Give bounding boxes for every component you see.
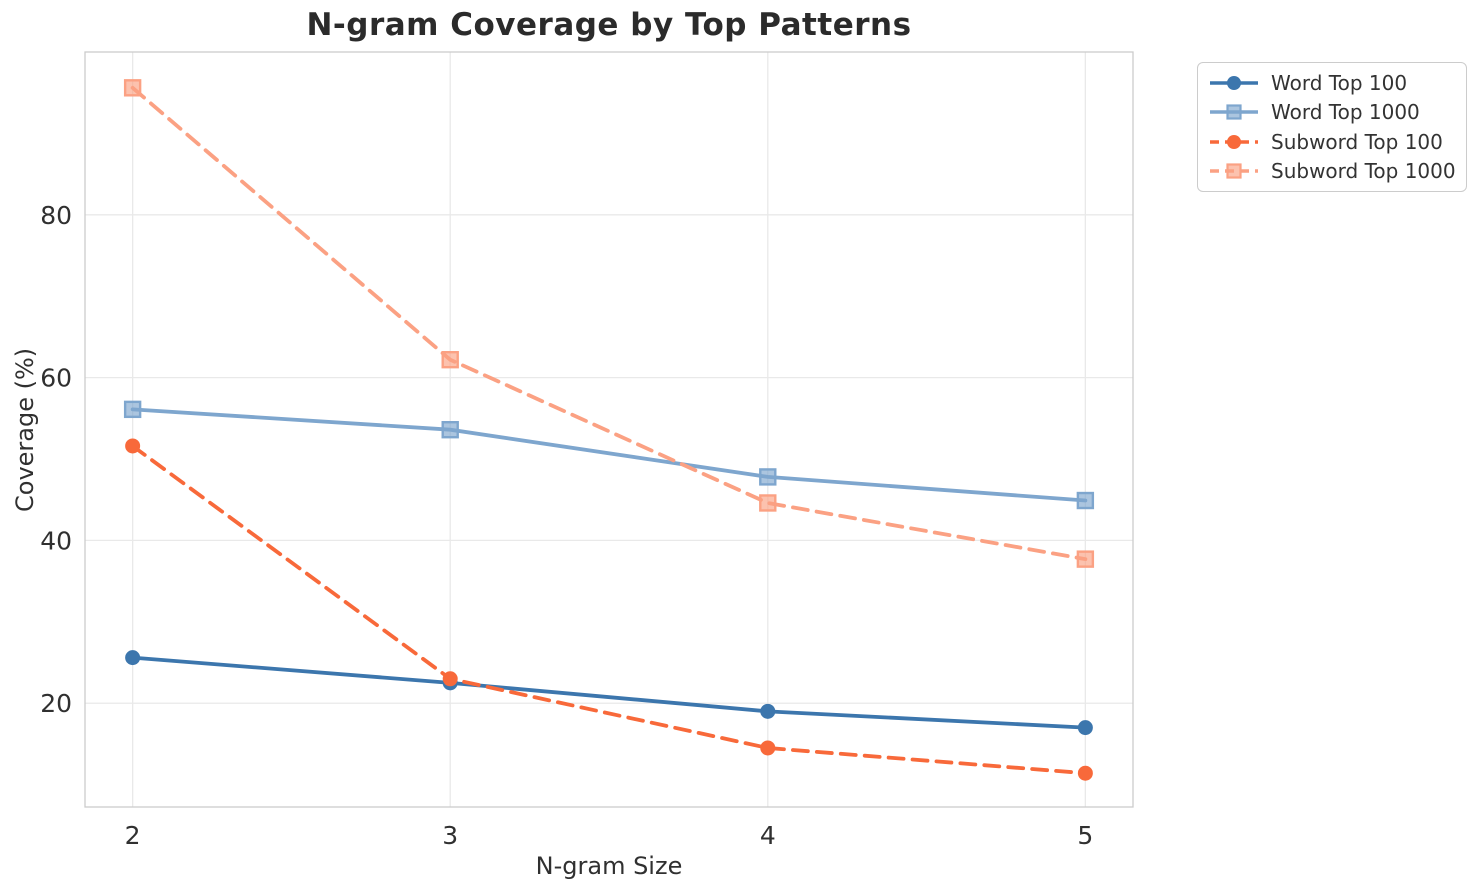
- marker-subword-top-1000: [1076, 550, 1095, 568]
- marker-subword-top-100: [442, 671, 458, 687]
- legend-marker: [1226, 104, 1242, 120]
- y-tick-label: 40: [40, 526, 72, 555]
- legend-marker: [1227, 134, 1241, 149]
- marker-word-top-1000: [759, 468, 777, 486]
- y-tick-label: 80: [40, 201, 72, 230]
- marker-subword-top-1000: [441, 350, 459, 369]
- marker-subword-top-1000: [123, 79, 142, 97]
- marker-subword-top-100: [760, 740, 776, 756]
- marker-subword-top-100: [1077, 765, 1093, 781]
- legend-item-word-top-1000: Word Top 1000: [1208, 98, 1456, 126]
- x-tick-label: 2: [125, 821, 141, 850]
- legend-marker: [1227, 75, 1241, 90]
- legend-label: Subword Top 1000: [1271, 159, 1456, 184]
- legend-label: Word Top 1000: [1271, 100, 1420, 125]
- chart-title: N-gram Coverage by Top Patterns: [306, 7, 912, 43]
- marker-word-top-100: [760, 703, 776, 719]
- series-line-word-top-100: [130, 655, 1088, 730]
- series-line-subword-top-1000: [130, 85, 1088, 562]
- x-tick-label: 4: [760, 821, 776, 850]
- legend-swatch-word-top-1000: [1210, 104, 1258, 120]
- axes-spines: [84, 51, 1134, 808]
- legend: Word Top 100 Word Top 1000 Subword Top 100…: [1197, 62, 1467, 192]
- marker-word-top-1000: [1076, 491, 1095, 510]
- marker-word-top-100: [125, 650, 141, 666]
- legend-item-word-top-100: Word Top 100: [1208, 69, 1456, 97]
- legend-item-subword-top-1000: Subword Top 1000: [1208, 157, 1456, 185]
- series-line-subword-top-100: [130, 444, 1088, 776]
- legend-swatch-subword-top-100: [1210, 134, 1258, 149]
- legend-item-subword-top-100: Subword Top 100: [1208, 128, 1456, 156]
- marker-word-top-1000: [123, 400, 142, 419]
- legend-swatch-subword-top-1000: [1210, 163, 1258, 179]
- marker-subword-top-1000: [759, 494, 777, 512]
- y-tick-label: 20: [40, 689, 72, 718]
- legend-swatch-word-top-100: [1210, 75, 1258, 90]
- marker-subword-top-100: [125, 438, 141, 454]
- legend-label: Word Top 100: [1271, 70, 1408, 95]
- series-line-word-top-1000: [130, 407, 1088, 503]
- marker-word-top-100: [1077, 720, 1093, 736]
- y-tick-label: 60: [40, 364, 72, 393]
- marker-word-top-1000: [441, 421, 459, 439]
- x-tick-label: 5: [1077, 821, 1093, 850]
- legend-marker: [1226, 163, 1242, 179]
- legend-label: Subword Top 100: [1271, 129, 1443, 154]
- x-axis-label: N-gram Size: [535, 852, 683, 880]
- x-tick-label: 3: [442, 821, 458, 850]
